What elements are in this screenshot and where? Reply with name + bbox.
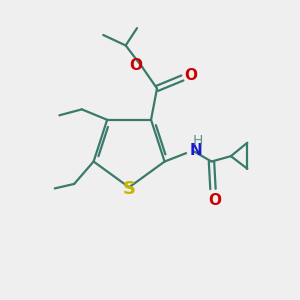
Text: N: N: [190, 143, 202, 158]
Text: S: S: [123, 180, 136, 198]
Text: O: O: [208, 193, 221, 208]
Text: O: O: [184, 68, 197, 82]
Text: O: O: [129, 58, 142, 73]
Text: H: H: [192, 134, 203, 148]
